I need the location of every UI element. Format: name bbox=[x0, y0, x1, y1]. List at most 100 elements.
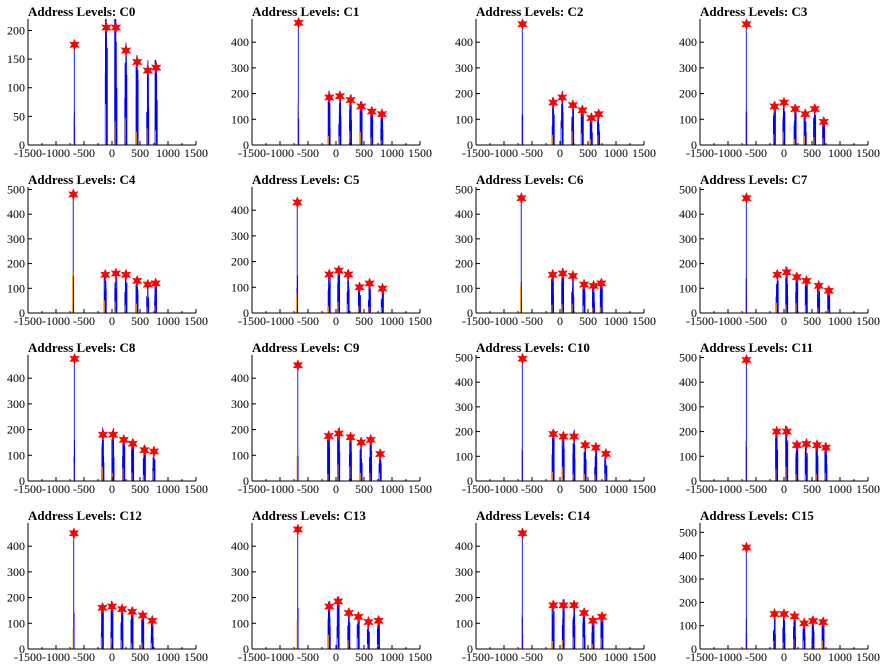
x-tick-label: -1000 bbox=[714, 146, 742, 160]
peak-marker bbox=[116, 602, 128, 616]
y-tick-label: 400 bbox=[7, 371, 25, 385]
y-tick-label: 50 bbox=[13, 109, 25, 123]
y-tick-label: 300 bbox=[679, 61, 697, 75]
x-tick-label: 0 bbox=[781, 650, 787, 664]
chart-svg: -1500 -1000 -500 0 500 1000 1500 0 100 200 300 400 bbox=[231, 187, 432, 328]
y-tick-label: 300 bbox=[231, 565, 249, 579]
y-tick-label: 300 bbox=[7, 232, 25, 246]
peak-marker bbox=[99, 268, 111, 281]
x-tick-label: -1500 bbox=[14, 146, 42, 160]
y-tick-label: 0 bbox=[467, 642, 473, 656]
peak-marker bbox=[126, 605, 138, 618]
y-tick-label: 500 bbox=[7, 182, 25, 196]
x-tick-label: 0 bbox=[333, 314, 339, 328]
peak-marker bbox=[741, 541, 752, 554]
chart-panel: Address Levels: C6 -1500 -1000 -500 0 500 1000… bbox=[448, 168, 672, 336]
peak-marker bbox=[101, 21, 112, 34]
histogram-series bbox=[72, 531, 154, 649]
x-tick-label: 1500 bbox=[856, 650, 880, 664]
x-tick-label: -1000 bbox=[490, 146, 518, 160]
x-tick-label: 500 bbox=[803, 314, 821, 328]
chart-title: Address Levels: C3 bbox=[700, 4, 808, 19]
peak-marker bbox=[69, 38, 80, 51]
x-tick-label: -1500 bbox=[238, 650, 266, 664]
x-tick-label: -500 bbox=[73, 146, 95, 160]
y-tick-label: 100 bbox=[231, 616, 249, 630]
x-tick-label: -500 bbox=[521, 650, 543, 664]
y-tick-label: 200 bbox=[7, 423, 25, 437]
y-tick-label: 0 bbox=[691, 306, 697, 320]
chart-title: Address Levels: C15 bbox=[700, 508, 814, 523]
x-tick-label: 1500 bbox=[632, 146, 656, 160]
peak-marker bbox=[118, 433, 130, 447]
x-tick-label: 1000 bbox=[604, 650, 628, 664]
y-tick-label: 0 bbox=[19, 138, 25, 152]
y-tick-label: 400 bbox=[7, 539, 25, 553]
y-tick-label: 100 bbox=[679, 281, 697, 295]
x-tick-label: 1000 bbox=[604, 482, 628, 496]
chart-svg: -1500 -1000 -500 0 500 1000 1500 0 100 200 300 400 bbox=[679, 17, 880, 160]
y-tick-label: 200 bbox=[231, 255, 249, 269]
y-tick-label: 300 bbox=[679, 400, 697, 414]
peak-marker bbox=[120, 268, 132, 281]
x-tick-label: 0 bbox=[557, 650, 563, 664]
peak-marker bbox=[823, 284, 835, 297]
x-tick-label: 500 bbox=[803, 146, 821, 160]
chart-svg: -1500 -1000 -500 0 500 1000 1500 0 100 200 300 400 5… bbox=[455, 350, 656, 496]
x-tick-label: -500 bbox=[297, 146, 319, 160]
x-tick-label: 500 bbox=[355, 650, 373, 664]
x-tick-label: 500 bbox=[355, 146, 373, 160]
peak-marker bbox=[107, 428, 119, 441]
chart-title: Address Levels: C9 bbox=[252, 340, 360, 355]
peak-marker bbox=[771, 268, 783, 281]
chart-panel: Address Levels: C9 -1500 -1000 -500 0 500 1000… bbox=[224, 336, 448, 504]
histogram-series bbox=[296, 527, 380, 649]
y-tick-label: 0 bbox=[19, 306, 25, 320]
x-tick-label: 1000 bbox=[380, 146, 404, 160]
x-tick-label: -500 bbox=[73, 314, 95, 328]
chart-title: Address Levels: C7 bbox=[700, 172, 808, 187]
y-tick-label: 100 bbox=[231, 448, 249, 462]
histogram-series bbox=[745, 21, 826, 145]
peak-marker bbox=[771, 425, 783, 438]
y-tick-label: 400 bbox=[231, 203, 249, 217]
peak-marker bbox=[587, 614, 599, 627]
x-tick-label: -1500 bbox=[686, 314, 714, 328]
x-tick-label: -500 bbox=[73, 482, 95, 496]
chart-panel: Address Levels: C1 -1500 -1000 -500 0 500 1000… bbox=[224, 0, 448, 168]
peak-marker bbox=[578, 278, 590, 291]
peak-marker bbox=[807, 614, 819, 628]
peak-marker bbox=[137, 609, 149, 622]
chart-title: Address Levels: C4 bbox=[28, 172, 136, 187]
x-tick-label: 1500 bbox=[408, 650, 432, 664]
peak-marker bbox=[323, 600, 335, 613]
y-tick-label: 300 bbox=[455, 400, 473, 414]
peak-marker bbox=[741, 191, 752, 205]
chart-panel: Address Levels: C3 -1500 -1000 -500 0 500 1000… bbox=[672, 0, 896, 168]
chart-svg: -1500 -1000 -500 0 500 1000 1500 0 100 200 300 400 bbox=[455, 523, 656, 664]
chart-svg: -1500 -1000 -500 0 500 1000 1500 0 100 200 300 400 5… bbox=[679, 350, 880, 496]
peak-marker bbox=[791, 439, 803, 452]
y-tick-label: 300 bbox=[7, 565, 25, 579]
x-tick-label: 500 bbox=[803, 650, 821, 664]
peak-marker bbox=[799, 107, 811, 121]
y-tick-label: 200 bbox=[7, 257, 25, 271]
chart-title: Address Levels: C13 bbox=[252, 508, 366, 523]
x-tick-label: -1000 bbox=[714, 314, 742, 328]
peak-marker bbox=[517, 17, 528, 31]
y-tick-label: 100 bbox=[679, 449, 697, 463]
x-tick-label: -1500 bbox=[462, 146, 490, 160]
peak-marker bbox=[142, 64, 154, 77]
peak-marker bbox=[345, 93, 356, 107]
y-tick-label: 0 bbox=[467, 138, 473, 152]
peak-marker bbox=[131, 55, 143, 69]
peak-marker bbox=[558, 430, 569, 443]
peak-marker bbox=[293, 16, 304, 30]
y-tick-label: 200 bbox=[679, 87, 697, 101]
y-tick-label: 400 bbox=[231, 539, 249, 553]
y-tick-label: 0 bbox=[243, 642, 249, 656]
histogram-series bbox=[520, 195, 603, 313]
chart-panel: Address Levels: C4 -1500 -1000 -500 0 500 1000… bbox=[0, 168, 224, 336]
x-tick-label: -1000 bbox=[490, 482, 518, 496]
chart-title: Address Levels: C1 bbox=[252, 4, 360, 19]
